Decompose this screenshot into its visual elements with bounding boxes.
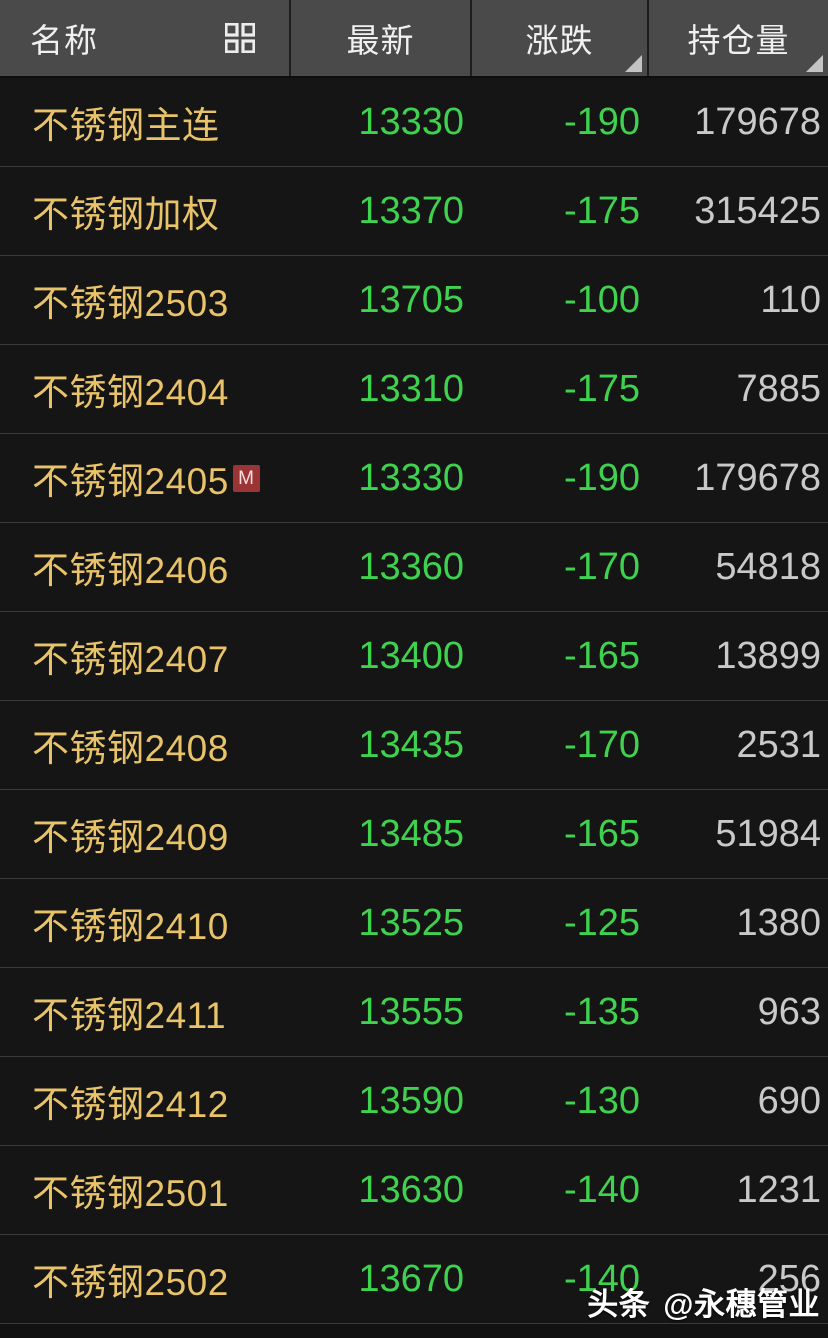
cell-open-interest: 51984 (715, 812, 821, 855)
table-row[interactable]: 不锈钢2410 13525 -125 1380 (0, 879, 828, 968)
main-contract-badge: M (232, 464, 260, 492)
column-header-last-label: 最新 (346, 22, 415, 59)
cell-contract-name: 不锈钢2409 (0, 807, 291, 861)
cell-contract-name: 不锈钢2503 (0, 273, 291, 327)
cell-last-price: 13525 (358, 901, 464, 944)
cell-open-interest: 1231 (736, 1168, 821, 1211)
cell-last-price: 13310 (358, 367, 464, 410)
contract-name-label: 不锈钢2409 (32, 817, 229, 858)
cell-change: -175 (563, 189, 640, 232)
cell-contract-name: 不锈钢2501 (0, 1163, 291, 1217)
contract-name-label: 不锈钢2408 (32, 728, 229, 769)
table-row[interactable]: 不锈钢2501 13630 -140 1231 (0, 1146, 828, 1235)
table-row[interactable]: 不锈钢2407 13400 -165 13899 (0, 612, 828, 701)
contract-name-label: 不锈钢2411 (32, 995, 227, 1036)
cell-open-interest: 179678 (694, 100, 821, 143)
contract-name-label: 不锈钢2404 (32, 372, 229, 413)
contract-name-label: 不锈钢加权 (32, 194, 220, 235)
cell-change: -135 (563, 990, 640, 1033)
cell-open-interest: 7885 (736, 367, 821, 410)
contract-name-label: 不锈钢2406 (32, 550, 229, 591)
cell-change: -130 (563, 1079, 640, 1122)
cell-contract-name: 不锈钢2408 (0, 718, 291, 772)
cell-change: -170 (563, 545, 640, 588)
cell-open-interest: 110 (760, 278, 821, 321)
cell-contract-name: 不锈钢2502 (0, 1252, 291, 1306)
cell-open-interest: 13899 (715, 634, 821, 677)
cell-open-interest: 1380 (736, 901, 821, 944)
table-row[interactable]: 不锈钢加权 13370 -175 315425 (0, 167, 828, 256)
cell-last-price: 13630 (358, 1168, 464, 1211)
column-header-open-interest[interactable]: 持仓量 (649, 0, 828, 76)
cell-change: -165 (563, 634, 640, 677)
table-row[interactable]: 不锈钢2406 13360 -170 54818 (0, 523, 828, 612)
cell-change: -170 (563, 723, 640, 766)
table-header-row: 名称 最新 涨跌 持仓量 (0, 0, 828, 78)
cell-contract-name: 不锈钢2407 (0, 629, 291, 683)
cell-change: -100 (563, 278, 640, 321)
contract-name-label: 不锈钢2410 (32, 906, 229, 947)
cell-last-price: 13670 (358, 1257, 464, 1300)
cell-change: -190 (563, 100, 640, 143)
cell-last-price: 13400 (358, 634, 464, 677)
cell-open-interest: 963 (757, 990, 821, 1033)
table-row[interactable]: 不锈钢2503 13705 -100 110 (0, 256, 828, 345)
cell-open-interest: 2531 (736, 723, 821, 766)
contract-name-label: 不锈钢2501 (32, 1173, 229, 1214)
cell-open-interest: 315425 (694, 189, 821, 232)
column-header-change[interactable]: 涨跌 (472, 0, 649, 76)
table-row[interactable]: 不锈钢2405 M 13330 -190 179678 (0, 434, 828, 523)
cell-change: -140 (563, 1168, 640, 1211)
table-row[interactable]: 不锈钢2411 13555 -135 963 (0, 968, 828, 1057)
cell-open-interest: 690 (757, 1079, 821, 1122)
cell-contract-name: 不锈钢2404 (0, 362, 291, 416)
cell-change: -140 (563, 1257, 640, 1300)
cell-contract-name: 不锈钢2410 (0, 896, 291, 950)
grid-layout-icon[interactable] (224, 22, 256, 54)
contract-name-label: 不锈钢2407 (32, 639, 229, 680)
contract-name-label: 不锈钢主连 (32, 105, 220, 146)
cell-contract-name: 不锈钢2412 (0, 1074, 291, 1128)
column-header-change-label: 涨跌 (525, 22, 594, 59)
cell-contract-name: 不锈钢加权 (0, 184, 291, 238)
cell-contract-name: 不锈钢2405 M (0, 451, 291, 505)
cell-open-interest: 179678 (694, 456, 821, 499)
cell-last-price: 13435 (358, 723, 464, 766)
cell-change: -165 (563, 812, 640, 855)
cell-open-interest: 256 (757, 1257, 821, 1300)
table-row[interactable]: 不锈钢2502 13670 -140 256 (0, 1235, 828, 1324)
cell-last-price: 13330 (358, 100, 464, 143)
contract-name-label: 不锈钢2502 (32, 1262, 229, 1303)
table-row[interactable]: 不锈钢2404 13310 -175 7885 (0, 345, 828, 434)
cell-change: -175 (563, 367, 640, 410)
cell-last-price: 13590 (358, 1079, 464, 1122)
cell-last-price: 13370 (358, 189, 464, 232)
table-row[interactable]: 不锈钢2412 13590 -130 690 (0, 1057, 828, 1146)
cell-last-price: 13360 (358, 545, 464, 588)
contract-name-label: 不锈钢2412 (32, 1084, 229, 1125)
table-row[interactable]: 不锈钢2408 13435 -170 2531 (0, 701, 828, 790)
cell-last-price: 13330 (358, 456, 464, 499)
quote-list: 不锈钢主连 13330 -190 179678 不锈钢加权 13370 -175 315425… (0, 78, 828, 1324)
column-header-name[interactable]: 名称 (0, 0, 291, 76)
cell-change: -125 (563, 901, 640, 944)
table-row[interactable]: 不锈钢2409 13485 -165 51984 (0, 790, 828, 879)
column-header-open-interest-label: 持仓量 (687, 22, 790, 59)
cell-change: -190 (563, 456, 640, 499)
contract-name-label: 不锈钢2405 (32, 461, 229, 502)
sort-indicator-icon (625, 55, 642, 72)
cell-last-price: 13485 (358, 812, 464, 855)
column-header-name-label: 名称 (30, 22, 98, 59)
cell-contract-name: 不锈钢2406 (0, 540, 291, 594)
column-header-last[interactable]: 最新 (291, 0, 472, 76)
contract-name-label: 不锈钢2503 (32, 283, 229, 324)
cell-last-price: 13555 (358, 990, 464, 1033)
cell-open-interest: 54818 (715, 545, 821, 588)
sort-indicator-icon (806, 55, 823, 72)
cell-contract-name: 不锈钢2411 (0, 985, 291, 1039)
cell-last-price: 13705 (358, 278, 464, 321)
table-row[interactable]: 不锈钢主连 13330 -190 179678 (0, 78, 828, 167)
cell-contract-name: 不锈钢主连 (0, 95, 291, 149)
